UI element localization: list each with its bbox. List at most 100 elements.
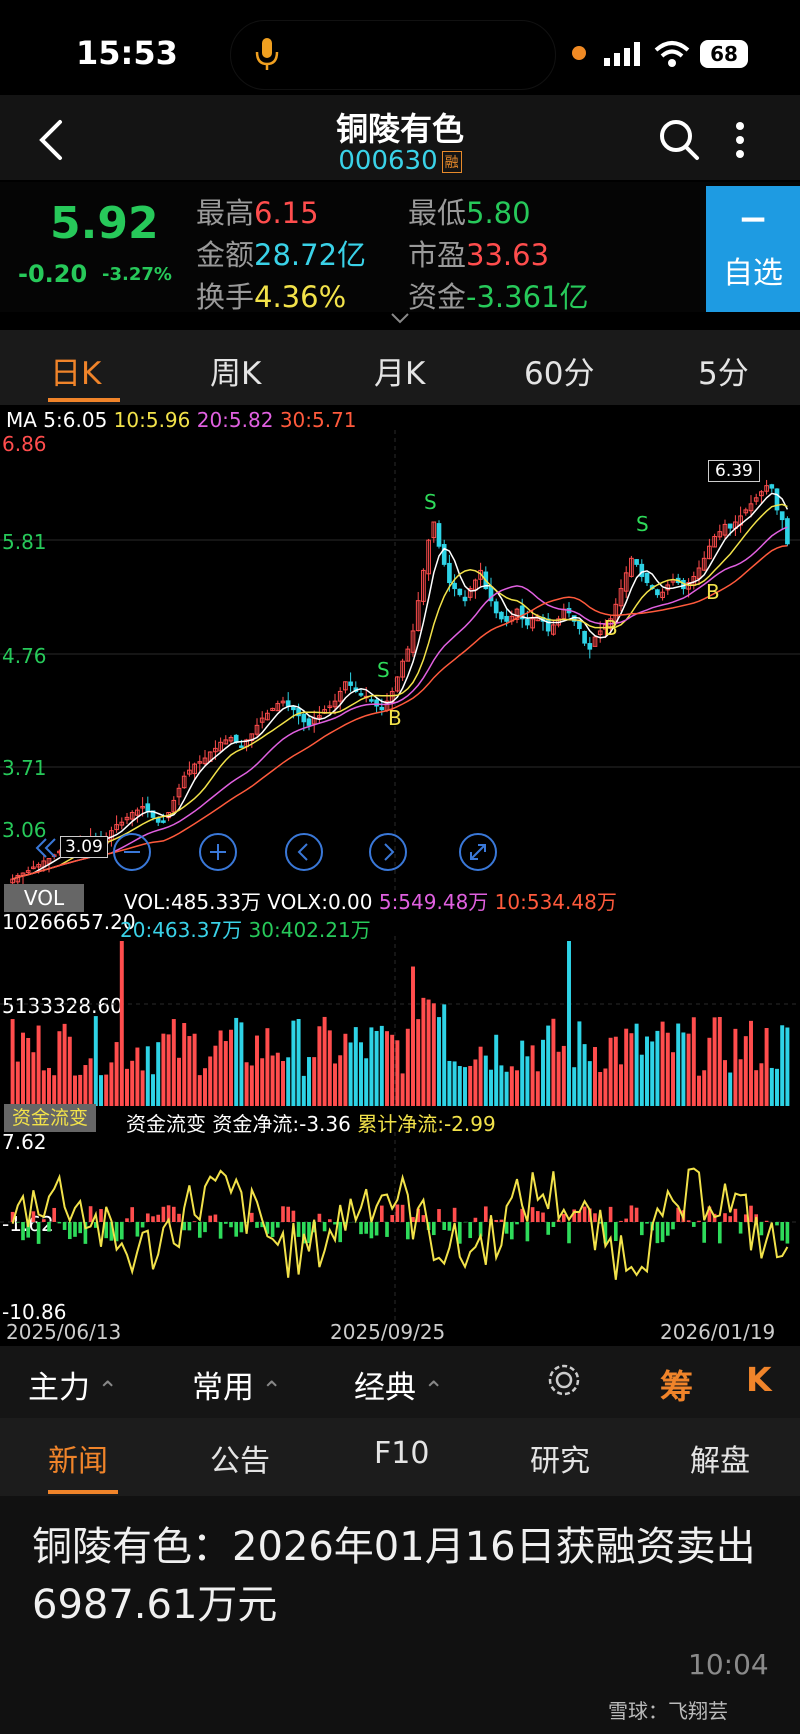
flow-bar	[145, 1213, 150, 1222]
flow-axis-top: 7.62	[2, 1130, 47, 1154]
volume-bar	[109, 1062, 114, 1106]
axis-max: 6.86	[2, 432, 47, 456]
flow-name: 资金流变	[126, 1112, 206, 1136]
volume-bar	[135, 1047, 140, 1106]
zoom-in-icon[interactable]	[198, 832, 238, 872]
volume-bar	[21, 1032, 25, 1106]
flow-bar	[452, 1207, 457, 1222]
tab-announcement[interactable]: 公告	[210, 1444, 270, 1479]
volume-chart	[0, 936, 800, 1106]
vol-legend: VOL:485.33万 VOLX:0.00 5:549.48万 10:534.4…	[124, 886, 617, 915]
flow-bar	[135, 1222, 140, 1237]
fullscreen-icon[interactable]	[458, 832, 498, 872]
chip-button[interactable]: 筹	[660, 1367, 693, 1406]
flow-bar	[629, 1205, 634, 1222]
date-mid: 2025/09/25	[330, 1320, 446, 1344]
volume-bar	[780, 1025, 785, 1106]
axis-3: 3.71	[2, 756, 47, 780]
tab-analysis[interactable]: 解盘	[690, 1444, 750, 1479]
flow-bar	[327, 1219, 332, 1222]
expand-chevron-icon[interactable]	[390, 312, 410, 324]
flow-bar	[322, 1222, 327, 1232]
volume-bar	[712, 1017, 717, 1106]
tab-day-k[interactable]: 日K	[50, 356, 102, 392]
flow-bar	[213, 1214, 218, 1222]
volume-bar	[728, 1072, 733, 1106]
main-force-button[interactable]: 主力 ⌃	[28, 1370, 118, 1406]
ma20-value: 20:5.82	[196, 408, 274, 432]
search-icon[interactable]	[658, 118, 700, 162]
tab-5min[interactable]: 5分	[698, 356, 749, 392]
volume-bar	[213, 1045, 218, 1106]
news-headline[interactable]: 铜陵有色：2026年01月16日获融资卖出6987.61万元	[32, 1524, 756, 1628]
settings-icon[interactable]	[546, 1362, 582, 1398]
volume-bar	[41, 1070, 46, 1106]
volume-bar	[114, 1042, 119, 1106]
period-tabs	[0, 330, 800, 405]
candle-body	[421, 569, 426, 602]
scroll-right-icon[interactable]	[368, 832, 408, 872]
flow-bar	[723, 1213, 727, 1222]
flow-bar	[525, 1222, 530, 1242]
tab-news[interactable]: 新闻	[48, 1444, 108, 1479]
candle-body	[358, 693, 364, 696]
candle-body	[275, 703, 281, 712]
candle-body	[218, 741, 223, 752]
volume-bar	[411, 966, 415, 1106]
scroll-left-icon[interactable]	[284, 832, 324, 872]
candle-body	[748, 503, 754, 512]
tab-month-k[interactable]: 月K	[374, 356, 426, 392]
flow-tag[interactable]: 资金流变	[4, 1104, 96, 1132]
sell-marker-3: S	[377, 658, 390, 682]
flow-bar	[229, 1222, 233, 1228]
tab-week-k[interactable]: 周K	[210, 356, 262, 392]
quote-panel	[0, 182, 800, 312]
candle-body	[176, 787, 182, 798]
flow-bar	[582, 1206, 587, 1222]
flow-bar	[421, 1215, 426, 1222]
volume-bar	[353, 1027, 358, 1106]
flow-bar	[187, 1222, 192, 1231]
common-button[interactable]: 常用 ⌃	[192, 1370, 282, 1406]
ma5-value: 5:6.05	[43, 408, 108, 432]
volume-bar	[47, 1067, 51, 1106]
flow-bar	[665, 1222, 670, 1236]
volume-bar	[281, 1061, 285, 1106]
flow-bar	[270, 1222, 275, 1238]
volume-bar	[348, 1042, 353, 1106]
rewind-icon[interactable]	[34, 836, 58, 860]
flow-bar	[572, 1209, 577, 1222]
flow-bar	[83, 1222, 88, 1244]
volume-bar	[145, 1046, 150, 1106]
volume-bar	[608, 1037, 613, 1106]
volume-bar	[463, 1067, 467, 1106]
tab-research[interactable]: 研究	[530, 1444, 590, 1479]
volume-bar	[457, 1066, 462, 1106]
k-button[interactable]: K	[746, 1360, 772, 1399]
flow-bar	[437, 1209, 441, 1222]
more-icon[interactable]	[730, 120, 750, 160]
flow-bar	[738, 1222, 743, 1234]
classic-button[interactable]: 经典 ⌃	[354, 1370, 444, 1406]
flow-bar	[400, 1204, 405, 1222]
candle-body	[306, 718, 312, 726]
zoom-out-icon[interactable]	[112, 832, 152, 872]
volume-bar	[509, 1066, 514, 1106]
flow-bar	[317, 1213, 322, 1222]
vol-tag[interactable]: VOL	[4, 884, 84, 912]
flow-bar	[671, 1222, 675, 1230]
flow-bar	[275, 1222, 280, 1228]
pe-label: 市盈	[408, 238, 467, 272]
favorite-button[interactable]: − 自选	[706, 186, 800, 312]
volume-bar	[603, 1068, 608, 1106]
kline-chart[interactable]	[0, 430, 800, 890]
tab-60min[interactable]: 60分	[524, 356, 595, 392]
back-icon[interactable]	[36, 118, 66, 162]
tab-f10[interactable]: F10	[374, 1436, 430, 1471]
axis-min: 3.06	[2, 818, 47, 842]
flow-bar	[338, 1222, 343, 1243]
low-row: 最低5.80	[408, 190, 531, 232]
flow-bar	[301, 1222, 306, 1244]
candle-body	[753, 497, 759, 502]
volume-bar	[478, 1046, 483, 1106]
